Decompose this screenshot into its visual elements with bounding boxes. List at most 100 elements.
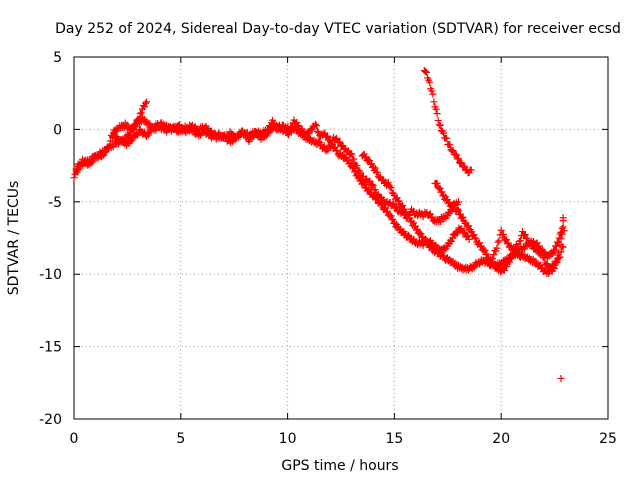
y-axis-label: SDTVAR / TECUs: [6, 181, 22, 296]
data-point: [556, 241, 564, 249]
data-point: [372, 194, 380, 202]
data-point: [461, 229, 469, 237]
data-point: [130, 124, 138, 132]
data-point: [70, 174, 78, 182]
data-point: [143, 98, 151, 106]
data-point: [558, 230, 566, 238]
data-point: [490, 251, 498, 259]
y-tick-label: -10: [39, 267, 62, 283]
data-point: [557, 374, 565, 382]
x-tick-label: 15: [385, 431, 403, 447]
plot-frame: [73, 56, 609, 420]
data-point: [502, 236, 510, 244]
data-point: [514, 243, 522, 251]
data-point: [499, 231, 507, 239]
data-point: [371, 164, 379, 172]
data-point: [350, 155, 358, 163]
data-point: [404, 210, 412, 218]
data-point: [555, 248, 563, 256]
data-point: [366, 177, 374, 185]
data-point: [422, 68, 430, 76]
data-point: [458, 159, 466, 167]
data-point: [369, 181, 377, 189]
data-point: [472, 234, 480, 242]
data-point: [453, 230, 461, 238]
data-point: [353, 162, 361, 170]
data-point: [493, 244, 501, 252]
x-tick-label: 0: [70, 431, 79, 447]
data-point: [553, 258, 561, 266]
data-point: [433, 179, 441, 187]
data-point: [336, 138, 344, 146]
data-point: [434, 117, 442, 125]
data-point: [400, 205, 408, 213]
data-point: [387, 212, 395, 220]
data-point: [399, 202, 407, 210]
data-point: [144, 131, 152, 139]
data-point: [350, 164, 358, 172]
data-point: [378, 200, 386, 208]
data-point: [136, 110, 144, 118]
data-point: [142, 99, 150, 107]
data-point: [365, 185, 373, 193]
data-point: [355, 167, 363, 175]
data-point: [470, 231, 478, 239]
data-point: [465, 235, 473, 243]
y-tick-label: -20: [39, 412, 62, 428]
y-tick-label: -15: [39, 340, 62, 356]
data-point: [368, 181, 376, 189]
data-point: [540, 254, 548, 262]
data-point: [312, 122, 320, 130]
data-point: [494, 238, 502, 246]
data-point: [440, 129, 448, 137]
data-point: [137, 109, 145, 117]
x-tick-label: 25: [599, 431, 617, 447]
data-point: [351, 168, 359, 176]
data-point: [443, 134, 451, 142]
data-point: [421, 67, 429, 75]
data-point: [436, 184, 444, 192]
data-point: [427, 242, 435, 250]
data-point: [311, 120, 319, 128]
data-point: [557, 235, 565, 243]
data-point: [428, 87, 436, 95]
data-point: [458, 225, 466, 233]
data-point: [515, 237, 523, 245]
data-point: [447, 237, 455, 245]
data-point: [333, 134, 341, 142]
data-point: [348, 150, 356, 158]
data-point: [387, 184, 395, 192]
data-point: [433, 110, 441, 118]
x-tick-label: 20: [492, 431, 510, 447]
data-point: [452, 151, 460, 159]
data-point: [436, 121, 444, 129]
data-point: [467, 166, 475, 174]
data-point: [389, 199, 397, 207]
data-point: [406, 214, 414, 222]
data-point: [549, 263, 557, 271]
data-point: [495, 237, 503, 245]
data-point: [348, 160, 356, 168]
data-point: [465, 222, 473, 230]
data-point: [446, 141, 454, 149]
tick-labels: 0 5 10 15 20 25 -20 -15 -10 -5 0 5: [39, 50, 617, 447]
y-tick-label: -5: [48, 195, 62, 211]
data-point: [489, 255, 497, 263]
data-point: [516, 237, 524, 245]
data-point: [449, 147, 457, 155]
data-point: [481, 247, 489, 255]
data-point: [538, 248, 546, 256]
data-point: [430, 98, 438, 106]
data-point: [426, 78, 434, 86]
data-point: [268, 126, 276, 134]
data-point: [269, 116, 277, 124]
data-point: [497, 226, 505, 234]
y-tick-label: 0: [53, 122, 62, 138]
data-point: [521, 231, 529, 239]
data-point: [314, 127, 322, 135]
data-point: [429, 90, 437, 98]
data-point: [500, 266, 508, 274]
data-point: [371, 186, 379, 194]
data-point: [184, 127, 192, 135]
data-point: [451, 150, 459, 158]
